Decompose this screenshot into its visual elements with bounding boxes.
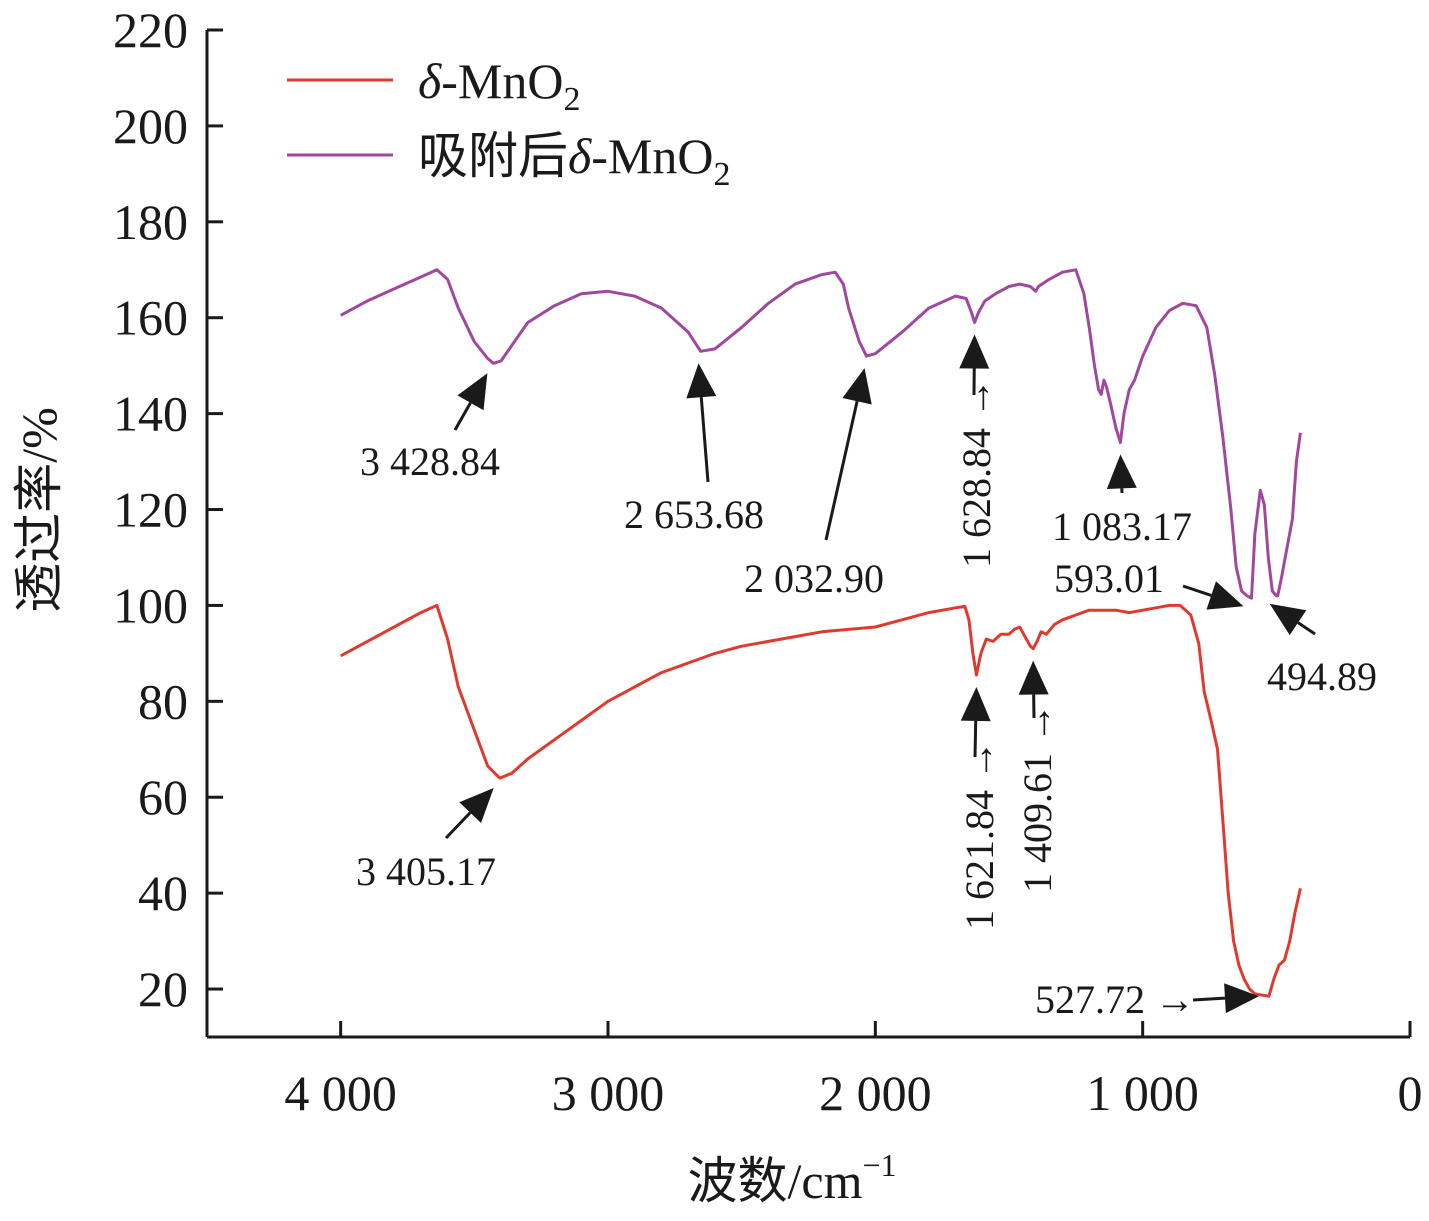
x-axis-ticks: 4 000 3 000 2 000 1 000 0 [284,1021,1423,1121]
annotation: 1 083.17 [1052,454,1192,549]
annotation-arrow-head [459,788,494,824]
annotation-arrow-shaft [1182,584,1212,597]
annotation: 1 621.84 → [957,686,1002,930]
annotation: 494.89 [1267,603,1377,699]
annotation-arrow-shaft [444,811,472,840]
annotation-label: 1 409.61 → [1015,703,1060,893]
y-axis-ticks: 20 40 60 80 100 120 140 160 180 200 220 [113,2,223,1017]
x-tick-label: 3 000 [552,1065,665,1121]
annotation-arrow-shaft [824,400,859,541]
legend-symbol: δ [568,128,592,184]
annotation-label: 494.89 [1267,654,1377,699]
x-tick-label: 2 000 [819,1065,932,1121]
y-tick-label: 220 [113,2,188,58]
annotation-label: 2 032.90 [744,556,884,601]
annotation-label: 1 628.84 → [954,378,999,568]
annotation-arrow-head [842,368,872,405]
x-axis-title-sup: −1 [862,1147,896,1183]
series-line-mno2 [339,603,1302,998]
legend-body: -MnO [441,53,563,109]
series-line-mno2-after [339,268,1302,600]
annotation: 527.72 → [1035,977,1259,1022]
legend-label-mno2-after: 吸附后δ-MnO2 [418,128,730,193]
annotation: 3 405.17 [356,788,496,894]
y-tick-label: 40 [138,865,188,921]
annotation-arrow-shaft [453,402,472,431]
annotation: 3 428.84 [360,373,500,484]
annotation-label: 3 405.17 [356,849,496,894]
y-tick-label: 60 [138,769,188,825]
annotation-label: 1 621.84 → [957,740,1002,930]
legend-subscript: 2 [713,156,730,193]
annotation-arrow-head [686,363,717,399]
annotation-arrow-shaft [699,397,710,483]
x-tick-label: 0 [1398,1065,1423,1121]
annotation-arrow-head [1269,603,1307,636]
annotation-label: 527.72 → [1035,977,1195,1022]
annotation: 2 032.90 [744,368,884,601]
annotation-label: 2 653.68 [624,492,764,537]
legend-subscript: 2 [563,81,580,118]
x-axis-title: 波数/cm−1 [687,1147,896,1209]
annotation-arrow-shaft [1297,621,1316,636]
annotation-arrow-shaft [1192,996,1226,1002]
y-tick-label: 20 [138,961,188,1017]
legend-symbol: δ [418,53,442,109]
annotation-arrow-shaft [973,720,978,758]
y-tick-label: 140 [113,386,188,442]
annotation-arrow-head [1018,660,1049,695]
annotation-arrow-head [457,373,488,411]
x-axis-title-main: 波数/cm [687,1153,862,1209]
annotation: 2 653.68 [624,363,764,537]
legend-prefix: 吸附后 [418,128,568,184]
annotation-arrow-head [959,334,990,369]
annotation-label: 3 428.84 [360,439,500,484]
y-axis-title: 透过率/% [11,407,67,613]
annotation: 1 409.61 → [1015,660,1060,893]
annotation-arrow-head [960,686,991,722]
annotation-arrow-head [1224,983,1259,1014]
annotation-arrow-head [1206,581,1244,610]
annotation: 1 628.84 → [954,334,999,568]
x-tick-label: 4 000 [284,1065,397,1121]
y-tick-label: 120 [113,482,188,538]
y-tick-label: 200 [113,98,188,154]
annotation-label: 1 083.17 [1052,504,1192,549]
y-tick-label: 100 [113,577,188,633]
legend-label-mno2: δ-MnO2 [418,53,580,118]
annotation-layer: 3 428.84 2 653.68 2 032.90 1 628.84 → 1 083.… [356,334,1377,1022]
y-tick-label: 80 [138,673,188,729]
series-layer [339,268,1302,998]
legend-body: -MnO [591,128,713,184]
annotation: 593.01 [1054,556,1244,610]
x-tick-label: 1 000 [1086,1065,1199,1121]
annotation-arrow-head [1106,454,1137,489]
annotation-label: 593.01 [1054,556,1164,601]
y-tick-label: 160 [113,290,188,346]
y-tick-label: 180 [113,194,188,250]
